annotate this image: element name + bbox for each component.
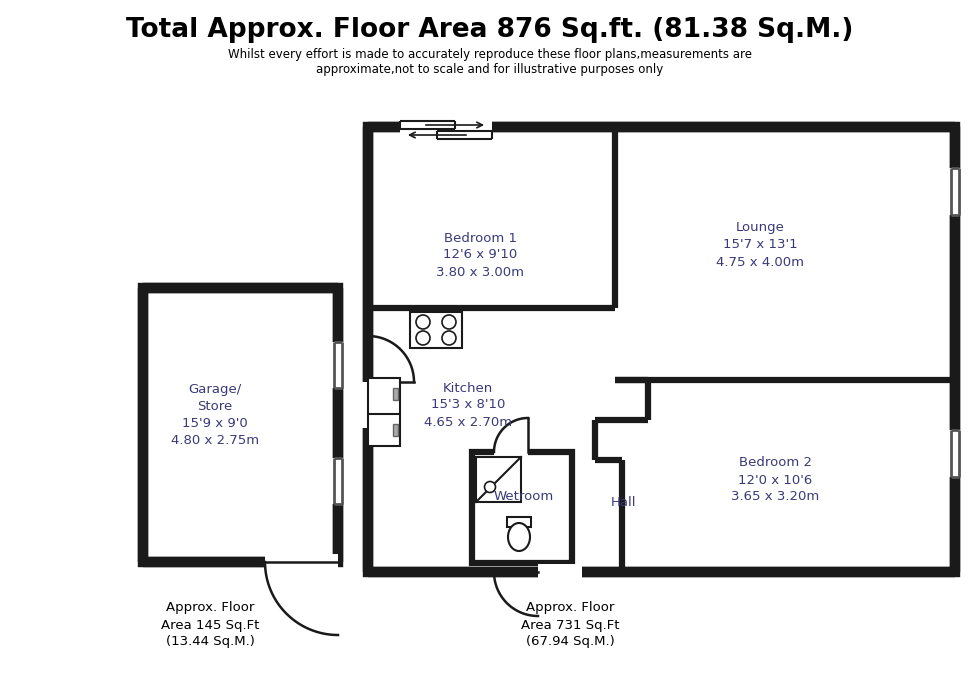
Text: Lounge
15'7 x 13'1
4.75 x 4.00m: Lounge 15'7 x 13'1 4.75 x 4.00m [716, 221, 804, 268]
Text: Approx. Floor
Area 145 Sq.Ft
(13.44 Sq.M.): Approx. Floor Area 145 Sq.Ft (13.44 Sq.M… [161, 601, 259, 648]
Text: Kitchen
15'3 x 8'10
4.65 x 2.70m: Kitchen 15'3 x 8'10 4.65 x 2.70m [424, 381, 513, 428]
Text: Hall: Hall [611, 496, 636, 509]
Text: Total Approx. Floor Area 876 Sq.ft. (81.38 Sq.M.): Total Approx. Floor Area 876 Sq.ft. (81.… [126, 17, 854, 43]
Text: Approx. Floor
Area 731 Sq.Ft
(67.94 Sq.M.): Approx. Floor Area 731 Sq.Ft (67.94 Sq.M… [520, 601, 619, 648]
Text: Whilst every effort is made to accurately reproduce these floor plans,measuremen: Whilst every effort is made to accuratel… [228, 48, 752, 76]
Bar [368, 127, 955, 572]
Circle shape [442, 315, 456, 329]
Bar [410, 312, 462, 348]
Circle shape [484, 482, 496, 493]
Circle shape [442, 331, 456, 345]
Circle shape [416, 331, 430, 345]
Ellipse shape [508, 523, 530, 551]
Text: Garage/
Store
15'9 x 9'0
4.80 x 2.75m: Garage/ Store 15'9 x 9'0 4.80 x 2.75m [171, 383, 259, 447]
Circle shape [416, 315, 430, 329]
Bar [143, 288, 338, 562]
Text: Wetroom: Wetroom [494, 489, 554, 502]
Text: Bedroom 2
12'0 x 10'6
3.65 x 3.20m: Bedroom 2 12'0 x 10'6 3.65 x 3.20m [731, 457, 819, 504]
Bar [393, 424, 398, 436]
Text: Bedroom 1
12'6 x 9'10
3.80 x 3.00m: Bedroom 1 12'6 x 9'10 3.80 x 3.00m [436, 232, 524, 278]
Bar [472, 452, 572, 563]
Bar [393, 388, 398, 400]
Bar [368, 378, 400, 446]
Bar [476, 457, 521, 502]
Bar [507, 517, 531, 527]
